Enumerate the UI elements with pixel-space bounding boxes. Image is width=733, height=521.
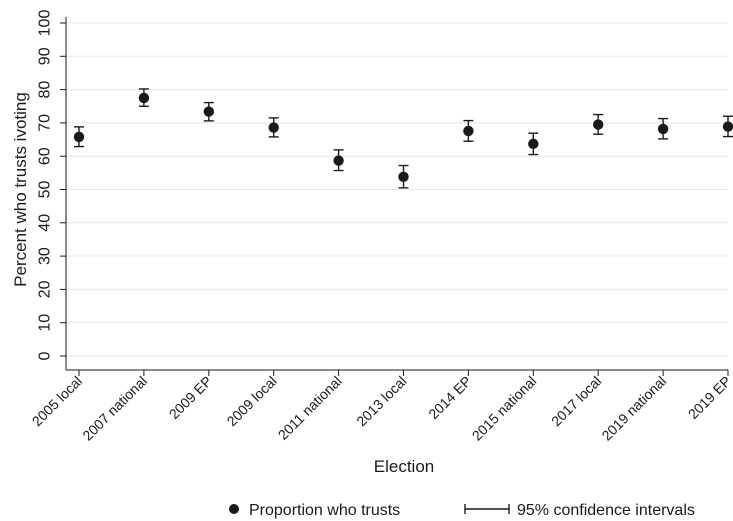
data-point bbox=[268, 122, 279, 133]
data-point bbox=[138, 92, 150, 104]
data-point bbox=[73, 131, 85, 143]
x-tick-label: 2019 EP bbox=[685, 373, 733, 422]
y-tick-label: 40 bbox=[37, 214, 54, 232]
x-tick-label: 2009 EP bbox=[166, 373, 215, 422]
data-points bbox=[73, 92, 733, 183]
x-tick-label: 2015 national bbox=[469, 373, 540, 444]
grid-lines bbox=[66, 22, 728, 357]
x-tick-label: 2005 local bbox=[29, 373, 85, 429]
y-axis-title: Percent who trusts ivoting bbox=[11, 92, 30, 287]
x-tick-label: 2014 EP bbox=[425, 373, 474, 422]
legend-point-label: Proportion who trusts bbox=[249, 502, 400, 519]
y-tick-label: 30 bbox=[37, 247, 54, 265]
data-point bbox=[398, 171, 409, 183]
data-point bbox=[333, 155, 344, 166]
data-point bbox=[203, 106, 214, 117]
y-tick-label: 20 bbox=[37, 280, 54, 298]
y-ticks: 0 10 20 30 40 50 60 70 80 90 100 bbox=[37, 10, 66, 360]
axes bbox=[65, 17, 728, 371]
legend-point-marker bbox=[229, 504, 239, 514]
y-tick-label: 60 bbox=[37, 147, 54, 165]
x-axis-title: Election bbox=[374, 457, 434, 476]
y-tick-label: 70 bbox=[37, 114, 54, 132]
x-tick-label: 2019 national bbox=[598, 373, 669, 444]
x-tick-label: 2013 local bbox=[353, 373, 409, 429]
data-point bbox=[722, 121, 733, 132]
x-tick-label: 2017 local bbox=[548, 373, 604, 429]
x-tick-label: 2007 national bbox=[79, 373, 150, 444]
legend: Proportion who trusts 95% confidence int… bbox=[229, 502, 695, 519]
y-tick-label: 0 bbox=[37, 351, 54, 360]
legend-ci-marker bbox=[464, 504, 510, 514]
y-tick-label: 90 bbox=[37, 47, 54, 65]
legend-ci-label: 95% confidence intervals bbox=[517, 502, 695, 519]
data-point bbox=[463, 125, 474, 137]
y-tick-label: 10 bbox=[37, 314, 54, 332]
data-point bbox=[657, 123, 669, 135]
x-tick-label: 2011 national bbox=[275, 373, 345, 443]
y-tick-label: 50 bbox=[37, 181, 54, 199]
y-tick-label: 100 bbox=[37, 10, 54, 37]
y-tick-label: 80 bbox=[37, 81, 54, 99]
data-point bbox=[593, 119, 604, 130]
data-point bbox=[528, 138, 539, 150]
x-tick-label: 2009 local bbox=[223, 373, 279, 429]
